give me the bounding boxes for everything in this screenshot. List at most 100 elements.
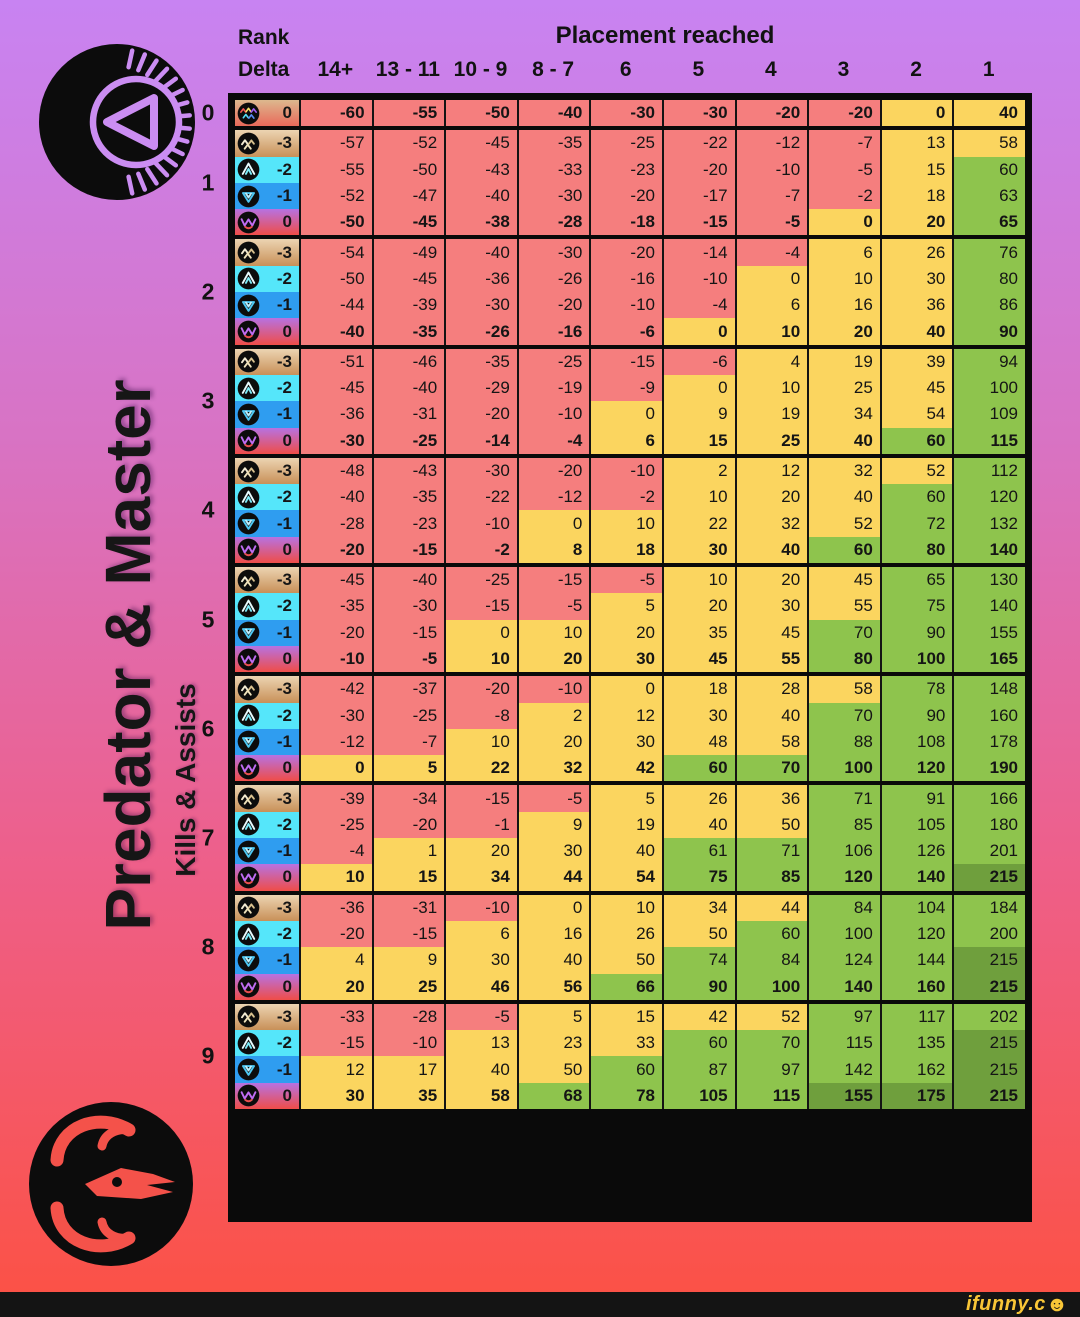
rp-cell: 50 — [661, 920, 735, 948]
gold-badge-icon — [237, 1005, 260, 1028]
rank-delta-cell: -3 — [235, 1003, 299, 1031]
rp-cell: -10 — [516, 401, 590, 428]
kills-group-5: 5 -3 -45 -40 -25 -15 -5 10 20 45 65 130 -2 -35 -30 -15-… — [202, 567, 1025, 677]
rp-cell: -50 — [299, 209, 372, 236]
kills-count-label: 3 — [201, 387, 215, 414]
rp-cell: 60 — [734, 920, 808, 948]
rp-cell: 71 — [734, 838, 808, 865]
rank-delta-cell: 0 — [235, 645, 299, 673]
rp-cell: -5 — [516, 785, 590, 812]
rp-cell: -4 — [299, 838, 372, 865]
rp-cell: 135 — [879, 1030, 953, 1057]
rp-cell: -44 — [299, 292, 372, 319]
kills-group-9: 9 -3 -33 -28 -5 5 15 42 52 97 117 202 -2 -15 -10 13 23 33… — [202, 1003, 1025, 1109]
rp-cell: -30 — [299, 702, 372, 729]
rp-cell: -23 — [371, 510, 445, 537]
rp-cell: 130 — [952, 567, 1025, 594]
rp-cell: -20 — [589, 182, 662, 210]
rp-cell: -12 — [299, 728, 372, 756]
platinum-badge-icon — [237, 158, 260, 181]
rp-cell: -30 — [589, 100, 662, 127]
master-badge-icon — [237, 975, 260, 998]
rp-cell: 155 — [952, 619, 1025, 646]
rp-cell: -6 — [589, 318, 662, 345]
kills-count-label: 8 — [201, 933, 215, 960]
rp-cell: -28 — [371, 1003, 445, 1031]
rp-cell: 40 — [734, 536, 808, 564]
rp-cell: -4 — [661, 292, 735, 319]
rank-delta-value: -1 — [276, 404, 292, 424]
rp-cell: 5 — [589, 785, 662, 812]
rp-cell: 0 — [734, 265, 808, 293]
rp-cell: 60 — [879, 427, 953, 454]
kills-group-1: 1 -3 -57 -52 -45 -35 -25 -22 -12 -7 13 58 -2 -55 -50 -4… — [202, 130, 1025, 240]
rank-delta-cell: 0 — [235, 427, 299, 454]
kills-group-4: 4 -3 -48 -43 -30 -20 -10 2 12 32 52 112 -2 -40 -35 -22-… — [202, 457, 1025, 568]
rank-delta-cell: -2 — [235, 156, 299, 183]
rp-cell: 40 — [952, 100, 1025, 127]
rp-cell: -5 — [371, 645, 445, 673]
kills-group-7: 7 -3 -39 -34 -15 -5 5 26 36 71 91 166 -2 -25 -20 -1 9 19 4… — [202, 785, 1025, 895]
rp-cell: 200 — [952, 920, 1025, 948]
rp-cell: -30 — [444, 292, 517, 319]
rp-cell: 88 — [807, 728, 880, 756]
kills-count-label: 7 — [201, 824, 215, 851]
rank-delta-value: 0 — [282, 758, 292, 778]
rank-delta-cell: -2 — [235, 593, 299, 620]
rp-cell: 30 — [299, 1082, 372, 1109]
rp-cell: 85 — [807, 811, 880, 839]
rp-cell: 40 — [807, 484, 880, 511]
rank-delta-cell: -3 — [235, 348, 299, 375]
rp-cell: -15 — [371, 619, 445, 646]
rank-delta-value: 0 — [282, 976, 292, 996]
rp-cell: 70 — [807, 702, 880, 729]
rp-cell: 84 — [734, 947, 808, 974]
rp-cell: 120 — [879, 755, 953, 782]
rank-header-label: Rank — [238, 26, 290, 49]
rp-cell: -2 — [807, 182, 880, 210]
rp-cell: -33 — [516, 156, 590, 183]
diamond-badge-icon — [237, 840, 260, 863]
rp-cell: -14 — [444, 427, 517, 454]
rank-delta-cell: -1 — [235, 1056, 299, 1083]
rank-delta-cell: -2 — [235, 374, 299, 402]
rp-cell: 10 — [734, 374, 808, 402]
column-header: 4 — [765, 58, 777, 81]
rp-cell: -60 — [299, 100, 372, 127]
rp-cell: -35 — [444, 348, 517, 375]
rp-cell: 19 — [807, 348, 880, 375]
rp-cell: -20 — [661, 156, 735, 183]
rp-cell: 40 — [516, 947, 590, 974]
rp-cell: 105 — [661, 1082, 735, 1109]
rp-cell: 104 — [879, 894, 953, 921]
rp-cell: -52 — [371, 130, 445, 157]
rp-cell: 215 — [952, 864, 1025, 891]
rp-cell: 70 — [734, 1030, 808, 1057]
dragon-skull-logo — [25, 1098, 197, 1270]
rp-row: -3 -48 -43 -30 -20 -10 2 12 32 52 112 — [235, 457, 1025, 485]
rp-cell: 100 — [952, 374, 1025, 402]
placement-column-headers: 14+ 13 - 11 10 - 9 8 - 7 6 5 4 3 2 1 — [235, 54, 1025, 86]
rp-cell: 10 — [661, 484, 735, 511]
rank-delta-value: -3 — [276, 351, 292, 371]
rp-cell: -35 — [299, 593, 372, 620]
rp-cell: 52 — [879, 457, 953, 485]
rp-cell: 0 — [516, 510, 590, 537]
rank-delta-value: -2 — [276, 596, 292, 616]
rp-cell: 30 — [661, 702, 735, 729]
rp-cell: 175 — [879, 1082, 953, 1109]
rank-delta-value: 0 — [282, 867, 292, 887]
rp-cell: 23 — [516, 1030, 590, 1057]
rank-delta-cell: 0 — [235, 864, 299, 891]
rp-cell: -1 — [444, 811, 517, 839]
rank-delta-value: -1 — [276, 295, 292, 315]
rp-cell: 90 — [952, 318, 1025, 345]
rp-cell: 20 — [879, 209, 953, 236]
rp-cell: -25 — [516, 348, 590, 375]
rp-cell: 120 — [952, 484, 1025, 511]
rp-cell: -40 — [299, 318, 372, 345]
rp-cell: 117 — [879, 1003, 953, 1031]
platinum-badge-icon — [237, 813, 260, 836]
kills-count-label: 4 — [201, 496, 215, 523]
rp-cell: -12 — [734, 130, 808, 157]
